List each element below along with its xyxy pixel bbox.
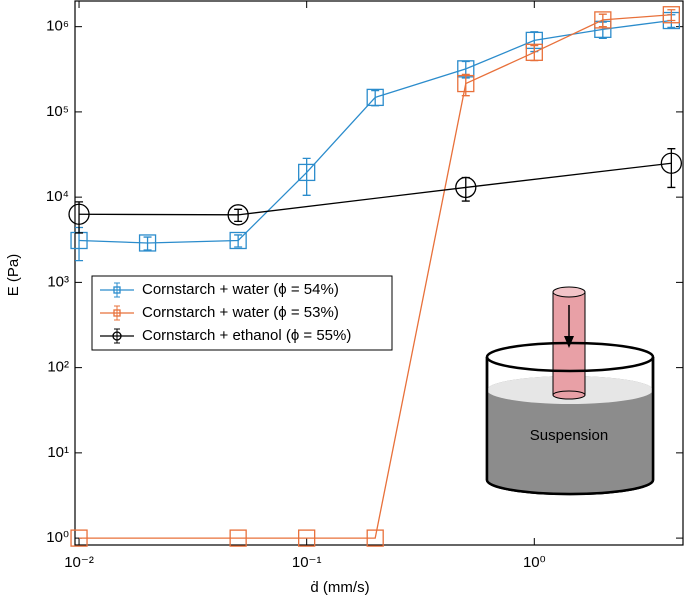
inset-illustration: Suspension bbox=[485, 286, 655, 496]
legend-marker bbox=[112, 331, 122, 341]
y-tick-label: 10⁰ bbox=[46, 529, 69, 546]
error-bar bbox=[598, 13, 607, 28]
x-tick-label: 10⁰ bbox=[523, 554, 546, 571]
data-point bbox=[298, 163, 316, 182]
legend-label: Cornstarch + water (ϕ = 54%) bbox=[142, 281, 339, 298]
data-point bbox=[525, 43, 543, 61]
y-tick-label: 10¹ bbox=[47, 444, 69, 461]
data-point bbox=[366, 88, 384, 107]
data-point bbox=[366, 529, 384, 547]
legend-errorbar bbox=[114, 328, 120, 344]
y-tick-label: 10² bbox=[47, 359, 69, 376]
x-tick-label: 10⁻¹ bbox=[292, 554, 322, 571]
series-line bbox=[79, 19, 672, 244]
error-bar-line bbox=[234, 234, 243, 248]
legend-errorbar bbox=[114, 305, 120, 321]
error-bar-line bbox=[667, 148, 676, 189]
error-bar bbox=[75, 201, 84, 234]
error-bar-line bbox=[75, 201, 84, 234]
error-bar bbox=[667, 9, 676, 22]
series-line bbox=[79, 162, 672, 216]
data-point bbox=[70, 529, 88, 547]
y-axis-label: E (Pa) bbox=[5, 254, 22, 297]
inset-label: Suspension bbox=[530, 427, 608, 444]
error-bar bbox=[234, 208, 243, 222]
data-point bbox=[455, 176, 477, 199]
data-point bbox=[457, 74, 475, 93]
error-bar bbox=[234, 234, 243, 248]
y-tick-label: 10⁴ bbox=[46, 188, 69, 205]
data-point bbox=[662, 6, 681, 24]
legend-marker bbox=[113, 286, 121, 294]
y-tick-label: 10⁶ bbox=[46, 18, 69, 35]
error-bar bbox=[667, 148, 676, 189]
legend-label: Cornstarch + water (ϕ = 53%) bbox=[142, 304, 339, 321]
error-bar bbox=[371, 89, 380, 107]
data-point bbox=[138, 234, 157, 252]
legend-marker bbox=[113, 309, 121, 317]
data-point bbox=[660, 152, 683, 174]
data-point bbox=[594, 11, 612, 29]
legend-box bbox=[91, 275, 393, 351]
error-bar-line bbox=[371, 89, 380, 107]
error-bar-line bbox=[667, 9, 676, 22]
data-point bbox=[227, 204, 249, 226]
plot-frame bbox=[74, 0, 684, 546]
series-line bbox=[79, 14, 672, 539]
data-point bbox=[298, 529, 316, 547]
legend-label: Cornstarch + ethanol (ϕ = 55%) bbox=[142, 327, 351, 344]
error-bar-line bbox=[234, 208, 243, 222]
y-tick-label: 10⁵ bbox=[46, 103, 69, 120]
x-tick-label: 10⁻² bbox=[64, 554, 94, 571]
error-bar-line bbox=[143, 236, 152, 251]
data-point bbox=[229, 529, 247, 547]
x-axis-label: ḋ (mm/s) bbox=[310, 579, 369, 596]
y-tick-label: 10³ bbox=[47, 273, 69, 290]
error-bar bbox=[143, 236, 152, 251]
legend-errorbar bbox=[114, 282, 120, 298]
error-bar-line bbox=[598, 13, 607, 28]
data-point bbox=[68, 203, 90, 225]
data-point bbox=[229, 231, 247, 250]
